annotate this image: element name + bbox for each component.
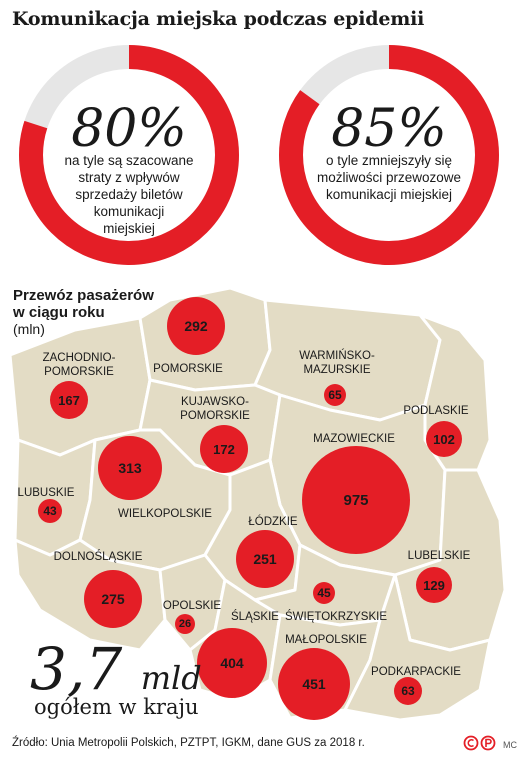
donut-chart: [279, 45, 499, 265]
bubble-lubuskie: 43: [38, 499, 62, 523]
bubble-dolnoslaskie: 275: [84, 570, 142, 628]
region-label-podlaskie: PODLASKIE: [403, 405, 469, 417]
stat-value: 80%: [71, 99, 187, 159]
author-initials: MC: [503, 740, 517, 750]
legend-unit: (mln): [13, 321, 45, 337]
region-label-kujawsko-pomorskie: KUJAWSKO- POMORSKIE: [180, 396, 250, 422]
stat-line: o tyle zmniejszyły się: [325, 153, 453, 168]
bubble-lubelskie: 129: [416, 567, 452, 603]
total-value: 3,7 mld: [30, 640, 202, 698]
bubble-pomorskie: 292: [167, 297, 225, 355]
stat-line: miejskiej: [103, 221, 155, 236]
region-label-lubelskie: LUBELSKIE: [407, 550, 471, 562]
bubble-kujawsko-pomorskie: 172: [200, 425, 248, 473]
region-label-zachodniopomorskie: ZACHODNIO- POMORSKIE: [42, 352, 116, 378]
stat-line: straty z wpływów: [78, 170, 180, 185]
total-unit: mld: [140, 659, 202, 697]
bubble-podlaskie: 102: [426, 421, 462, 457]
region-shape-podkarpackie: [343, 573, 492, 722]
total-caption: ogółem w kraju: [34, 695, 199, 719]
stat-line: komunikacji miejskiej: [325, 187, 453, 202]
source-note: Źródło: Unia Metropolii Polskich, PZTPT,…: [12, 737, 365, 749]
region-label-wielkopolskie: WIELKOPOLSKIE: [118, 508, 212, 520]
legend-title: Przewóz pasażerów w ciągu roku: [13, 287, 154, 321]
bubble-slaskie: 404: [197, 628, 267, 698]
bubble-podkarpackie: 63: [394, 677, 422, 705]
bubble-lodzkie: 251: [236, 530, 294, 588]
region-label-pomorskie: POMORSKIE: [153, 363, 223, 375]
stat-description: o tyle zmniejszyły się możliwości przewo…: [279, 152, 499, 203]
region-label-mazowieckie: MAZOWIECKIE: [313, 433, 395, 445]
legend-title-line: Przewóz pasażerów: [13, 287, 154, 304]
region-label-lubuskie: LUBUSKIE: [17, 487, 75, 499]
region-label-swietokrzyskie: ŚWIĘTOKRZYSKIE: [284, 611, 388, 623]
bubble-swietokrzyskie: 45: [313, 582, 335, 604]
stat-description: na tyle są szacowane straty z wpływów sp…: [19, 152, 239, 237]
stat-line: na tyle są szacowane: [64, 153, 194, 168]
bubble-wielkopolskie: 313: [98, 436, 162, 500]
total-number: 3,7: [30, 635, 123, 703]
region-label-warminsko-mazurskie: WARMIŃSKO- MAZURSKIE: [299, 350, 375, 376]
stat-line: komunikacji: [93, 204, 165, 219]
legend-title-line: w ciągu roku: [13, 304, 105, 321]
publisher-logo-icon: [463, 735, 496, 751]
stat-value: 85%: [331, 99, 447, 159]
region-label-lodzkie: ŁÓDZKIE: [248, 516, 298, 528]
donut-arc: [279, 45, 499, 265]
bubble-zachodniopomorskie: 167: [50, 381, 88, 419]
stat-donut-capacity: 85% o tyle zmniejszyły się możliwości pr…: [279, 45, 499, 265]
bubble-opolskie: 26: [175, 614, 195, 634]
region-label-opolskie: OPOLSKIE: [162, 600, 222, 612]
bubble-mazowieckie: 975: [302, 446, 410, 554]
region-label-slaskie: ŚLĄSKIE: [231, 611, 279, 623]
stat-line: sprzedaży biletów: [75, 187, 183, 202]
region-label-malopolskie: MAŁOPOLSKIE: [285, 634, 367, 646]
page-title: Komunikacja miejska podczas epidemii: [12, 8, 425, 30]
bubble-warminsko-mazurskie: 65: [324, 384, 346, 406]
region-label-podkarpackie: PODKARPACKIE: [371, 666, 461, 678]
stat-donut-losses: 80% na tyle są szacowane straty z wpływó…: [19, 45, 239, 265]
region-label-dolnoslaskie: DOLNOŚLĄSKIE: [53, 551, 143, 563]
donut-chart: [19, 45, 239, 265]
stat-line: możliwości przewozowe: [316, 170, 462, 185]
donut-arc: [19, 45, 239, 265]
bubble-malopolskie: 451: [278, 648, 350, 720]
